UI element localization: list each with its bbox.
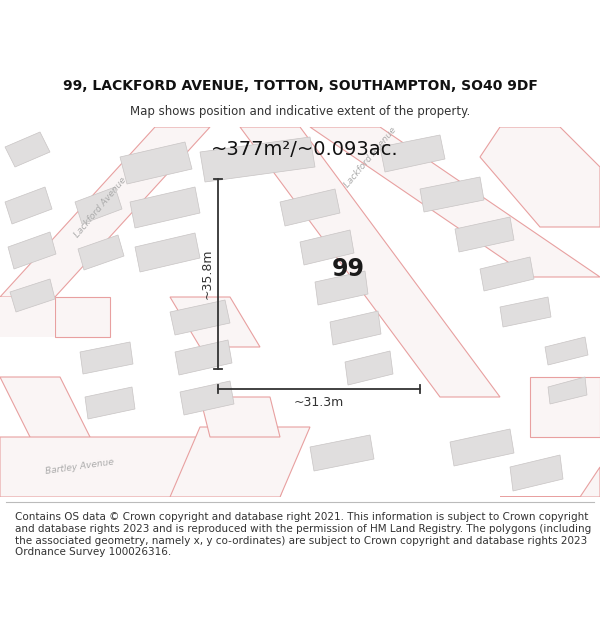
Polygon shape <box>200 397 280 437</box>
Text: ~31.3m: ~31.3m <box>294 396 344 409</box>
Polygon shape <box>510 455 563 491</box>
Polygon shape <box>420 177 484 212</box>
Polygon shape <box>0 377 120 497</box>
Polygon shape <box>500 467 600 497</box>
Text: Lackford Avenue: Lackford Avenue <box>342 125 398 189</box>
Polygon shape <box>315 271 368 305</box>
Text: 99: 99 <box>331 257 365 281</box>
Polygon shape <box>330 311 381 345</box>
Text: Lackford Avenue: Lackford Avenue <box>72 175 128 239</box>
Polygon shape <box>175 340 232 375</box>
Polygon shape <box>310 127 600 277</box>
Text: Bartley Avenue: Bartley Avenue <box>45 458 115 476</box>
Text: Contains OS data © Crown copyright and database right 2021. This information is : Contains OS data © Crown copyright and d… <box>15 512 591 557</box>
Polygon shape <box>78 235 124 270</box>
Polygon shape <box>280 189 340 226</box>
Polygon shape <box>455 217 514 252</box>
Polygon shape <box>170 427 310 497</box>
Polygon shape <box>480 257 534 291</box>
Polygon shape <box>170 297 260 347</box>
Polygon shape <box>170 300 230 335</box>
Polygon shape <box>240 127 500 397</box>
Polygon shape <box>300 230 354 265</box>
Polygon shape <box>55 297 110 337</box>
Polygon shape <box>120 142 192 184</box>
Polygon shape <box>180 381 234 415</box>
Polygon shape <box>548 377 587 404</box>
Polygon shape <box>0 297 55 337</box>
Polygon shape <box>75 187 122 224</box>
Polygon shape <box>450 429 514 466</box>
Text: 99, LACKFORD AVENUE, TOTTON, SOUTHAMPTON, SO40 9DF: 99, LACKFORD AVENUE, TOTTON, SOUTHAMPTON… <box>62 79 538 93</box>
Polygon shape <box>530 377 600 437</box>
Polygon shape <box>85 387 135 419</box>
Polygon shape <box>545 337 588 365</box>
Polygon shape <box>0 437 300 497</box>
Polygon shape <box>380 135 445 172</box>
Polygon shape <box>135 233 200 272</box>
Polygon shape <box>10 279 55 312</box>
Polygon shape <box>130 187 200 228</box>
Text: ~377m²/~0.093ac.: ~377m²/~0.093ac. <box>211 139 399 159</box>
Polygon shape <box>80 342 133 374</box>
Polygon shape <box>5 187 52 224</box>
Polygon shape <box>310 435 374 471</box>
Polygon shape <box>8 232 56 269</box>
Polygon shape <box>345 351 393 385</box>
Text: Map shows position and indicative extent of the property.: Map shows position and indicative extent… <box>130 104 470 118</box>
Polygon shape <box>0 127 210 297</box>
Polygon shape <box>5 132 50 167</box>
Text: ~35.8m: ~35.8m <box>200 249 214 299</box>
Polygon shape <box>200 137 315 182</box>
Polygon shape <box>500 297 551 327</box>
Polygon shape <box>480 127 600 227</box>
